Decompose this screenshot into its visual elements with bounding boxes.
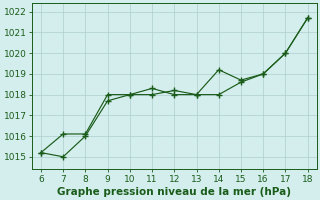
X-axis label: Graphe pression niveau de la mer (hPa): Graphe pression niveau de la mer (hPa) (57, 187, 291, 197)
